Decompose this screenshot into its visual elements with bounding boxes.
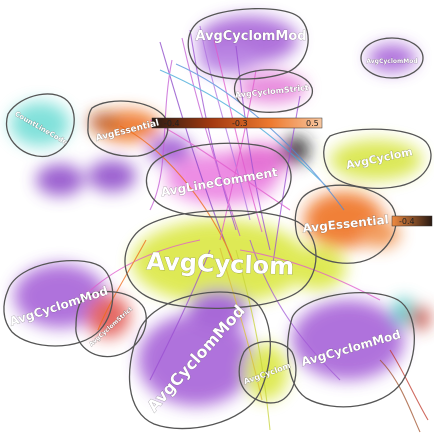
cluster-outline-avglinecomment: [145, 142, 292, 218]
cluster-outline-avgcyclommod-small: [360, 37, 424, 79]
cluster-outline-countlinecode: [5, 93, 75, 158]
cluster-outline-avgcyclom-bottom: [238, 340, 297, 404]
cluster-outline-avgcyclom-center: [124, 209, 317, 309]
cluster-outline-avgessential-right: [294, 184, 397, 264]
cluster-outlines: [3, 7, 432, 430]
cluster-outline-avgcyclomstrict-left: [75, 290, 147, 358]
cluster-outline-avgcyclommod-bottom: [128, 291, 271, 430]
cluster-label-avgcyclommod-small: AvgCyclomMod: [366, 58, 417, 65]
cluster-outline-avgessential-left: [87, 100, 169, 157]
cluster-outline-avgcyclom-right: [323, 128, 432, 189]
scale-right-tick-1: -0.4: [399, 217, 415, 226]
color-scales: -0.4 -0.3 0.5 -0.4: [151, 117, 433, 227]
scale-top-tick-1: -0.4: [164, 119, 180, 128]
density-blobs: [10, 16, 430, 406]
color-scale-top-bar: [151, 117, 323, 129]
cluster-label-avgcyclommod-top: AvgCyclomMod: [195, 29, 306, 44]
scale-top-tick-3: 0.5: [306, 119, 319, 128]
cluster-label-avgcyclom-center: AvgCyclom: [146, 247, 295, 280]
scale-top-tick-2: -0.3: [232, 119, 248, 128]
color-scale-right-bar: [391, 215, 433, 227]
cluster-outline-avgcyclommod-right: [287, 292, 415, 408]
cluster-outline-avgcyclommod-left: [3, 259, 114, 347]
cluster-outline-avgcyclomstrict-top: [233, 69, 313, 113]
